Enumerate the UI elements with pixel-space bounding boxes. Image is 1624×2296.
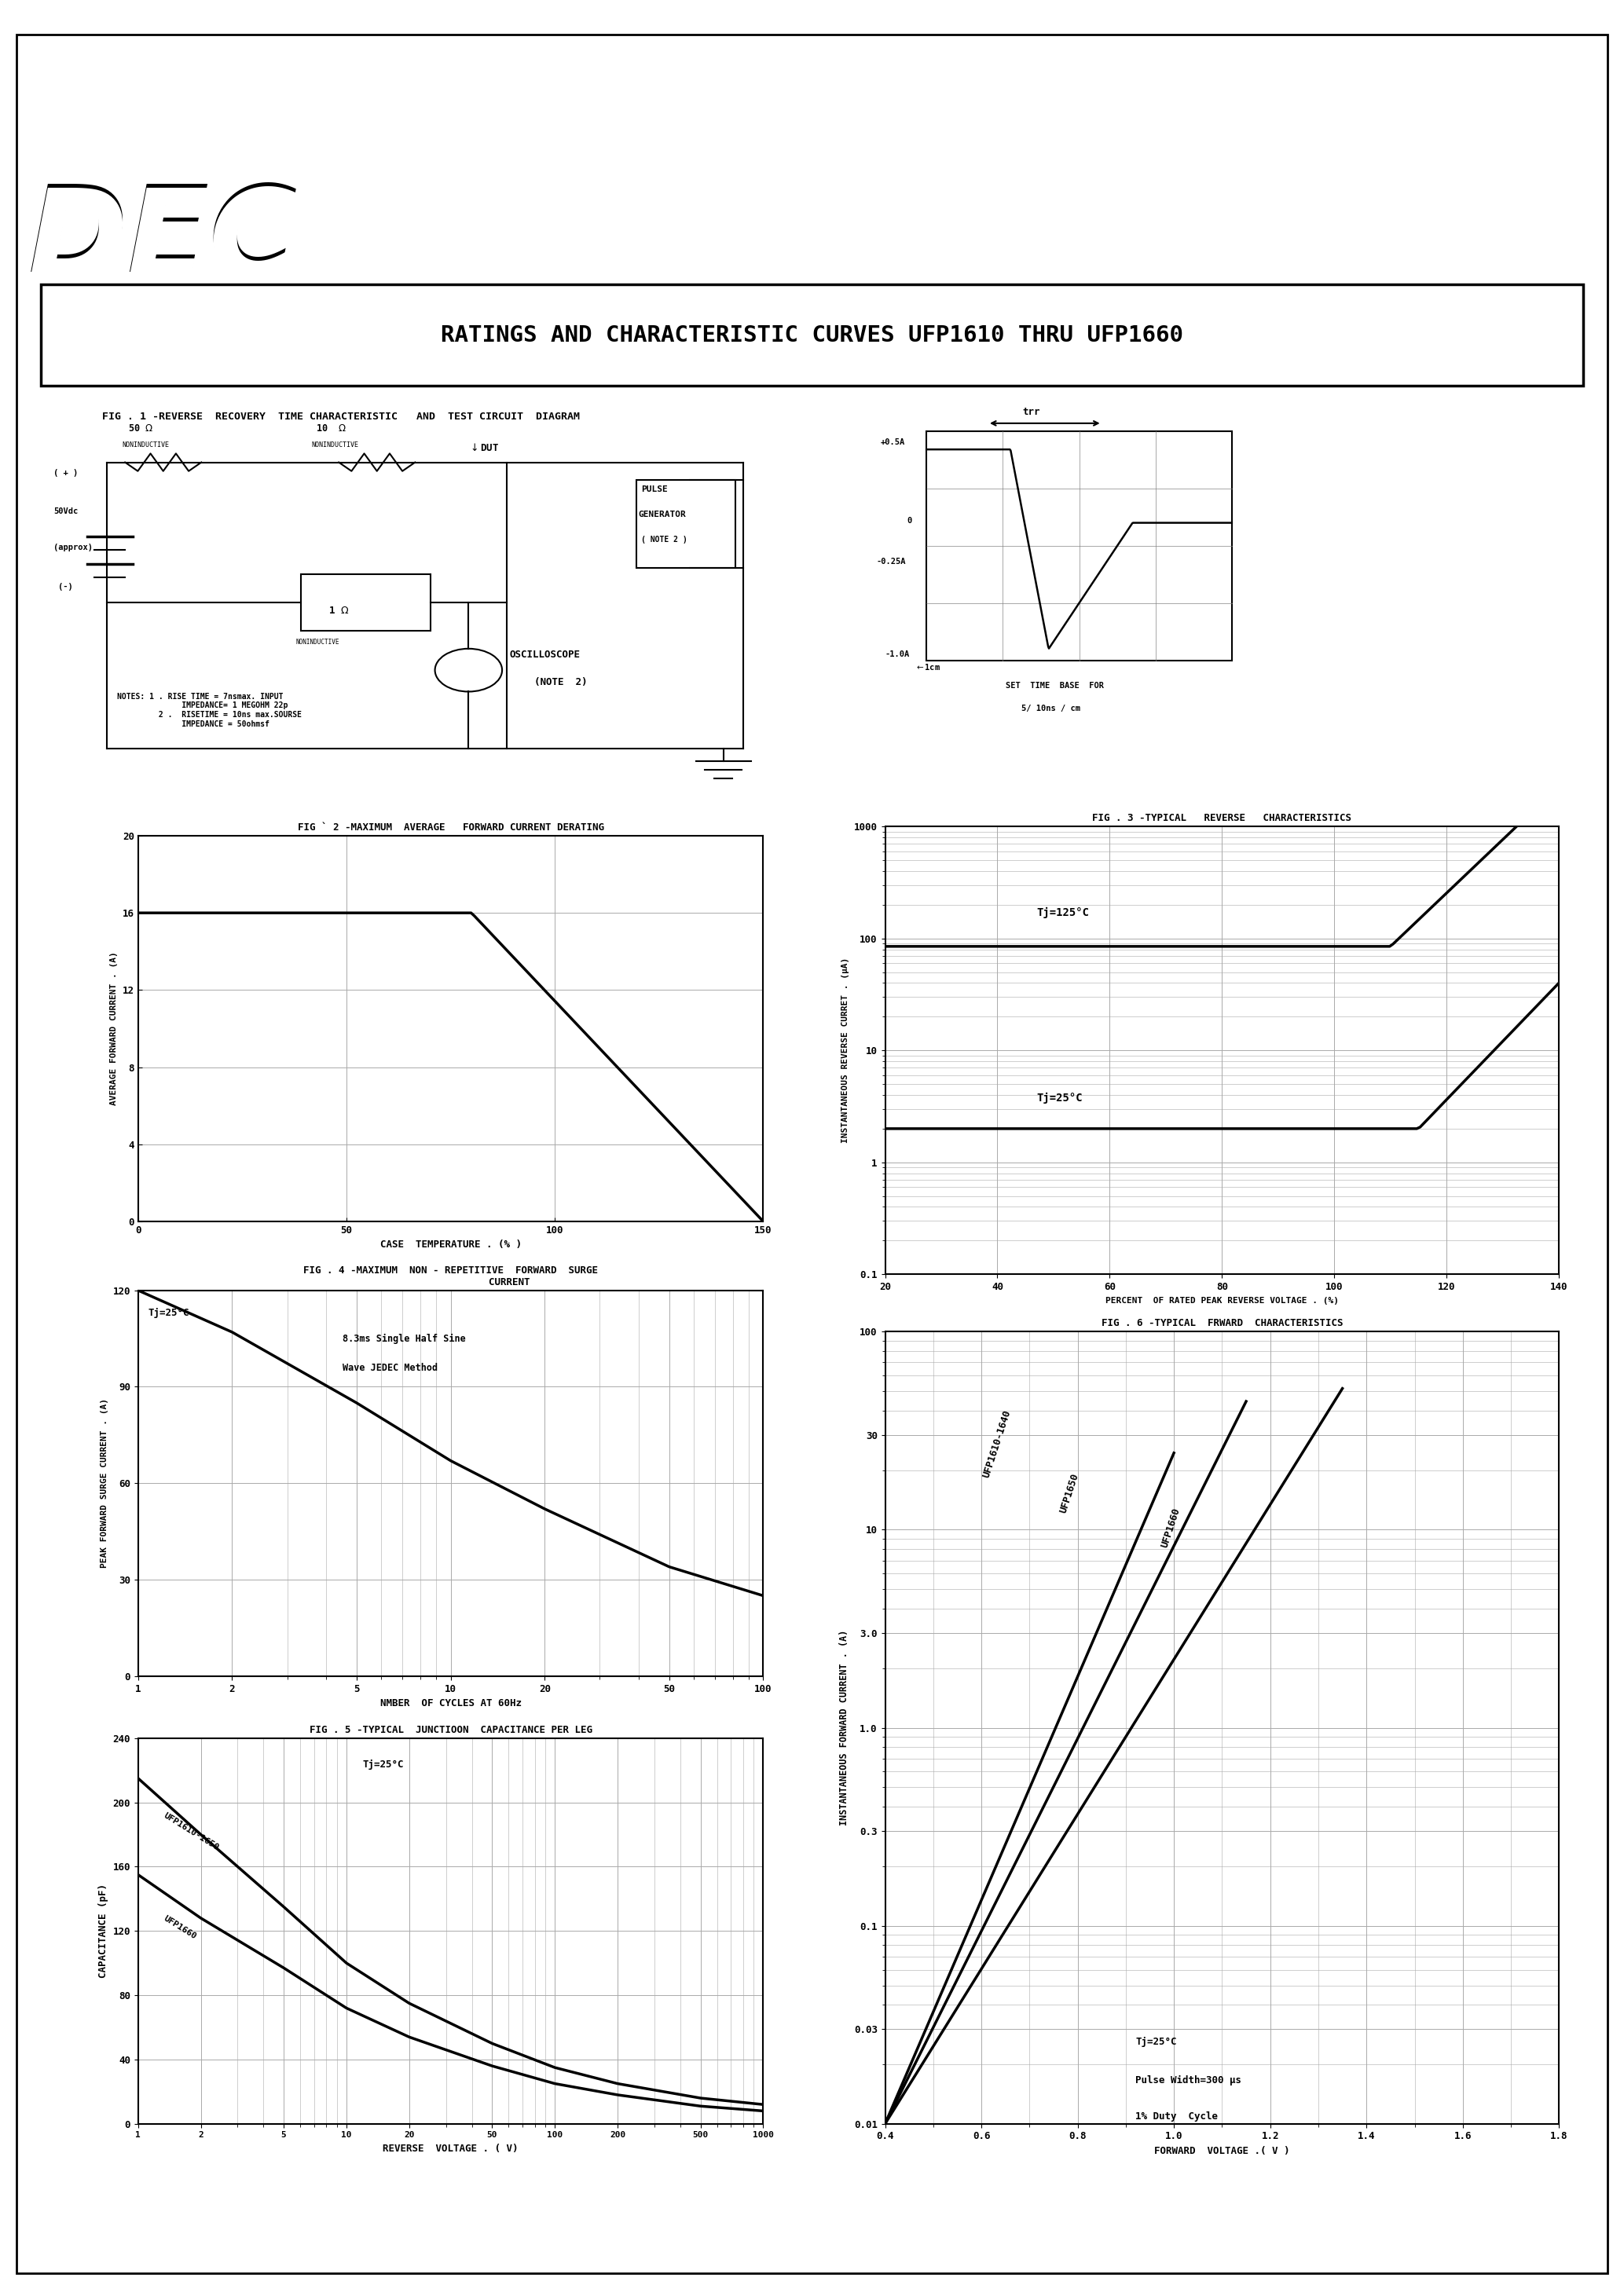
X-axis label: FORWARD  VOLTAGE .( V ): FORWARD VOLTAGE .( V ) — [1155, 2147, 1289, 2156]
Text: NOTES: 1 . RISE TIME = 7nsmax. INPUT
              IMPEDANCE= 1 MEGOHM 22p
     : NOTES: 1 . RISE TIME = 7nsmax. INPUT IMP… — [117, 693, 302, 728]
Y-axis label: AVERAGE FORWARD CURRENT . (A): AVERAGE FORWARD CURRENT . (A) — [110, 953, 119, 1104]
Title: FIG . 3 -TYPICAL   REVERSE   CHARACTERISTICS: FIG . 3 -TYPICAL REVERSE CHARACTERISTICS — [1093, 813, 1351, 824]
Text: GENERATOR: GENERATOR — [638, 510, 685, 519]
Text: Tj=25°C: Tj=25°C — [1036, 1093, 1083, 1104]
Text: ( + ): ( + ) — [54, 468, 78, 478]
Title: FIG ` 2 -MAXIMUM  AVERAGE   FORWARD CURRENT DERATING: FIG ` 2 -MAXIMUM AVERAGE FORWARD CURRENT… — [297, 822, 604, 833]
Text: ( NOTE 2 ): ( NOTE 2 ) — [641, 535, 687, 544]
Text: $\leftarrow$1cm: $\leftarrow$1cm — [914, 661, 940, 673]
Text: PULSE: PULSE — [641, 484, 667, 494]
Text: 5/ 10ns / cm: 5/ 10ns / cm — [1021, 705, 1080, 712]
Text: trr: trr — [1023, 406, 1041, 418]
Bar — [926, 432, 1231, 661]
Text: 10  $\Omega$: 10 $\Omega$ — [315, 422, 346, 434]
Text: RATINGS AND CHARACTERISTIC CURVES UFP1610 THRU UFP1660: RATINGS AND CHARACTERISTIC CURVES UFP161… — [440, 324, 1184, 347]
Text: -0.25A: -0.25A — [875, 558, 906, 565]
X-axis label: REVERSE  VOLTAGE . ( V): REVERSE VOLTAGE . ( V) — [383, 2144, 518, 2154]
Title: FIG . 4 -MAXIMUM  NON - REPETITIVE  FORWARD  SURGE
                    CURRENT: FIG . 4 -MAXIMUM NON - REPETITIVE FORWAR… — [304, 1265, 598, 1288]
Text: Tj=25°C: Tj=25°C — [148, 1309, 190, 1318]
Text: NONINDUCTIVE: NONINDUCTIVE — [296, 638, 339, 645]
Text: (NOTE  2): (NOTE 2) — [534, 677, 588, 687]
Y-axis label: CAPACITANCE (pF): CAPACITANCE (pF) — [97, 1883, 109, 1979]
Text: 50Vdc: 50Vdc — [54, 507, 78, 517]
Text: UFP1660: UFP1660 — [162, 1915, 198, 1940]
Text: 1% Duty  Cycle: 1% Duty Cycle — [1135, 2112, 1218, 2122]
X-axis label: PERCENT  OF RATED PEAK REVERSE VOLTAGE . (%): PERCENT OF RATED PEAK REVERSE VOLTAGE . … — [1106, 1297, 1338, 1304]
Y-axis label: PEAK FORWARD SURGE CURRENT . (A): PEAK FORWARD SURGE CURRENT . (A) — [101, 1398, 109, 1568]
X-axis label: CASE  TEMPERATURE . (% ): CASE TEMPERATURE . (% ) — [380, 1240, 521, 1249]
Text: 1 $\Omega$: 1 $\Omega$ — [328, 606, 349, 615]
Text: $\downarrow$DUT: $\downarrow$DUT — [469, 441, 499, 452]
Text: Tj=125°C: Tj=125°C — [1036, 907, 1090, 918]
Text: (approx): (approx) — [54, 544, 93, 551]
Text: 0: 0 — [906, 517, 911, 523]
Text: Wave JEDEC Method: Wave JEDEC Method — [343, 1364, 437, 1373]
Text: UFP1660: UFP1660 — [1160, 1506, 1182, 1550]
Y-axis label: INSTANTANEOUS REVERSE CURRET . (μA): INSTANTANEOUS REVERSE CURRET . (μA) — [841, 957, 849, 1143]
Bar — [637, 480, 736, 567]
Text: -1.0A: -1.0A — [885, 650, 909, 659]
Text: NONINDUCTIVE: NONINDUCTIVE — [312, 441, 359, 448]
Text: Pulse Width=300 μs: Pulse Width=300 μs — [1135, 2076, 1241, 2085]
X-axis label: NMBER  OF CYCLES AT 60Hz: NMBER OF CYCLES AT 60Hz — [380, 1699, 521, 1708]
Text: NONINDUCTIVE: NONINDUCTIVE — [122, 441, 169, 448]
Text: UFP1610-1640: UFP1610-1640 — [981, 1410, 1013, 1479]
Text: Tj=25°C: Tj=25°C — [1135, 2037, 1177, 2048]
Text: +0.5A: +0.5A — [880, 439, 905, 445]
Text: DEC: DEC — [28, 184, 299, 301]
Text: (-): (-) — [58, 583, 73, 590]
Title: FIG . 5 -TYPICAL  JUNCTIOON  CAPACITANCE PER LEG: FIG . 5 -TYPICAL JUNCTIOON CAPACITANCE P… — [309, 1724, 593, 1736]
Text: UFP1610-1650: UFP1610-1650 — [162, 1812, 219, 1853]
Text: Tj=25°C: Tj=25°C — [362, 1759, 404, 1770]
Text: OSCILLOSCOPE: OSCILLOSCOPE — [510, 650, 580, 659]
Text: UFP1650: UFP1650 — [1059, 1472, 1082, 1513]
Text: 50 $\Omega$: 50 $\Omega$ — [128, 422, 153, 434]
Y-axis label: INSTANTANEOUS FORWARD CURRENT . (A): INSTANTANEOUS FORWARD CURRENT . (A) — [840, 1630, 849, 1825]
Text: 8.3ms Single Half Sine: 8.3ms Single Half Sine — [343, 1334, 466, 1343]
Title: FIG . 6 -TYPICAL  FRWARD  CHARACTERISTICS: FIG . 6 -TYPICAL FRWARD CHARACTERISTICS — [1101, 1318, 1343, 1329]
Text: FIG . 1 -REVERSE  RECOVERY  TIME CHARACTERISTIC   AND  TEST CIRCUIT  DIAGRAM: FIG . 1 -REVERSE RECOVERY TIME CHARACTER… — [102, 411, 580, 422]
Text: SET  TIME  BASE  FOR: SET TIME BASE FOR — [1005, 682, 1104, 689]
Bar — [300, 574, 430, 631]
Text: DEC: DEC — [28, 179, 299, 296]
